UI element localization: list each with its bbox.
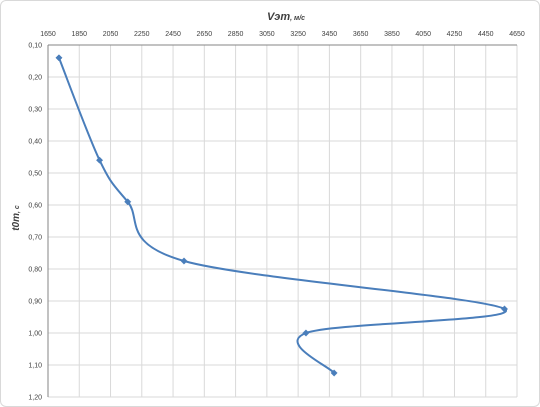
data-point-marker [302, 329, 310, 337]
data-point-marker [124, 198, 132, 206]
y-tick-label: 0,10 [28, 43, 42, 50]
y-tick-label: 0,60 [28, 203, 42, 210]
x-tick-labels: 1650 1850 2050 2250 2450 2650 2850 3050 3250 3450… [40, 31, 525, 38]
x-tick-label: 3050 [259, 31, 275, 38]
y-tick-label: 0,50 [28, 171, 42, 178]
x-tick-label: 2450 [165, 31, 181, 38]
x-axis-title: Vэт, м/с [267, 11, 305, 23]
x-tick-label: 4450 [478, 31, 494, 38]
x-axis-title-unit: , м/с [289, 15, 305, 22]
x-tick-label: 4650 [509, 31, 525, 38]
x-tick-label: 2050 [103, 31, 119, 38]
x-tick-label: 3450 [322, 31, 338, 38]
y-tick-label: 0,40 [28, 139, 42, 146]
data-point-marker [500, 305, 509, 313]
data-point-marker [330, 369, 338, 377]
x-tick-label: 1850 [71, 31, 87, 38]
x-tick-label: 2250 [134, 31, 150, 38]
y-axis-title-main: t0т [11, 213, 22, 231]
y-tick-label: 0,70 [28, 235, 42, 242]
y-axis-title: t0т, с [11, 205, 22, 231]
x-axis-title-main: Vэт [267, 11, 290, 23]
y-tick-label: 0,20 [28, 75, 42, 82]
y-tick-label: 1,10 [28, 363, 42, 370]
x-tick-label: 4050 [415, 31, 431, 38]
x-tick-label: 2850 [228, 31, 244, 38]
x-tick-label: 2650 [197, 31, 213, 38]
y-tick-labels: 0,10 0,20 0,30 0,40 0,50 0,60 0,70 0,80 0,90 1,00… [28, 43, 42, 402]
x-tick-label: 3250 [290, 31, 306, 38]
series-line [58, 57, 507, 374]
x-tick-label: 4250 [447, 31, 463, 38]
y-axis-title-unit: , с [14, 205, 21, 214]
series-layer [55, 54, 509, 377]
x-tick-label: 1650 [40, 31, 56, 38]
y-tick-label: 1,20 [28, 395, 42, 402]
y-tick-label: 0,90 [28, 299, 42, 306]
y-tick-label: 0,80 [28, 267, 42, 274]
data-point-marker [180, 257, 188, 265]
x-tick-label: 3650 [353, 31, 369, 38]
data-point-marker [55, 54, 63, 62]
x-tick-label: 3850 [384, 31, 400, 38]
y-tick-label: 0,30 [28, 107, 42, 114]
grid-lines [47, 44, 518, 398]
data-point-marker [96, 156, 104, 164]
y-tick-label: 1,00 [28, 331, 42, 338]
